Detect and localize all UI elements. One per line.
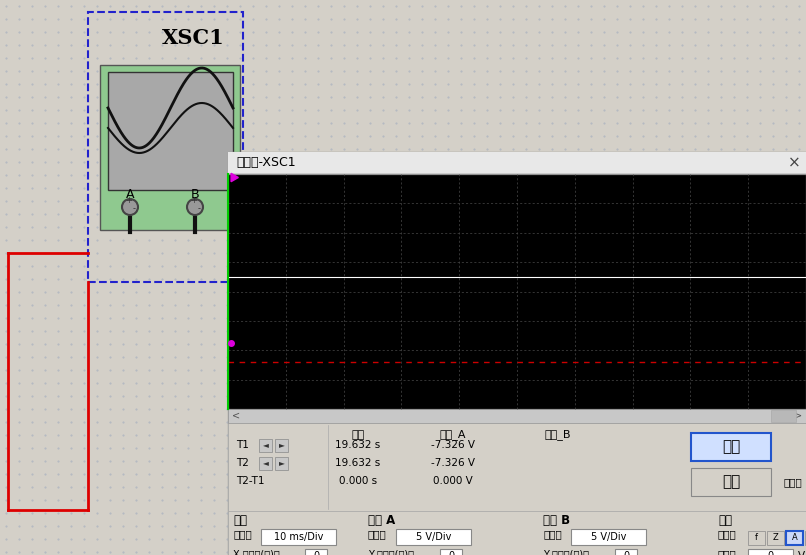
Text: 10 ms/Div: 10 ms/Div — [274, 532, 323, 542]
Text: XSC1: XSC1 — [162, 28, 224, 48]
Bar — [615, 549, 637, 555]
Bar — [275, 457, 288, 470]
Bar — [108, 72, 233, 190]
Bar — [228, 152, 806, 555]
Text: -7.326 V: -7.326 V — [431, 458, 475, 468]
Bar — [88, 12, 243, 282]
Text: ×: × — [787, 155, 800, 170]
Text: 保存: 保存 — [722, 475, 740, 490]
Text: 水平：: 水平： — [718, 549, 737, 555]
Text: A: A — [791, 532, 797, 542]
Text: 反向: 反向 — [722, 440, 740, 455]
Text: +: + — [190, 196, 197, 205]
Bar — [691, 468, 771, 496]
Text: ◄: ◄ — [263, 441, 269, 450]
Bar — [100, 65, 240, 230]
Bar — [691, 433, 771, 461]
Text: 边沿：: 边沿： — [718, 529, 737, 539]
Bar — [305, 549, 327, 555]
Text: Z: Z — [773, 532, 779, 542]
Text: >: > — [794, 411, 802, 421]
Text: 刻度：: 刻度： — [543, 529, 562, 539]
Text: 通道_A: 通道_A — [440, 430, 466, 441]
Bar — [771, 410, 796, 422]
Bar — [748, 549, 793, 555]
Text: B: B — [191, 188, 199, 200]
Text: f: f — [755, 532, 758, 542]
Bar — [228, 152, 806, 174]
Text: Y 轴位移(格)：: Y 轴位移(格)： — [543, 549, 589, 555]
Text: 通道_B: 通道_B — [545, 430, 571, 441]
Bar — [259, 457, 272, 470]
Text: 0: 0 — [448, 551, 454, 555]
Text: 通道 A: 通道 A — [368, 514, 395, 527]
Bar — [228, 174, 806, 409]
Bar — [228, 423, 806, 511]
Text: 5 V/Div: 5 V/Div — [591, 532, 626, 542]
Text: ◄: ◄ — [263, 458, 269, 467]
Text: 刻度：: 刻度： — [368, 529, 387, 539]
Text: 0: 0 — [623, 551, 629, 555]
Text: 时间: 时间 — [351, 430, 364, 440]
Text: +: + — [125, 196, 132, 205]
Text: ►: ► — [279, 441, 285, 450]
Text: T1: T1 — [236, 440, 249, 450]
Text: 5 V/Div: 5 V/Div — [416, 532, 451, 542]
Text: 外触发: 外触发 — [784, 477, 803, 487]
Text: 通道 B: 通道 B — [543, 514, 570, 527]
Bar — [228, 409, 806, 423]
Bar — [440, 549, 462, 555]
Text: V: V — [798, 551, 805, 555]
Circle shape — [122, 199, 138, 215]
Text: -: - — [133, 204, 136, 213]
Bar — [805, 531, 806, 545]
Text: 0.000 s: 0.000 s — [339, 476, 377, 486]
Text: Y 轴位移(格)：: Y 轴位移(格)： — [368, 549, 414, 555]
Text: T2: T2 — [236, 458, 249, 468]
Bar — [786, 531, 803, 545]
Bar — [748, 531, 765, 545]
Bar — [767, 531, 784, 545]
Bar — [275, 439, 288, 452]
Text: -7.326 V: -7.326 V — [431, 440, 475, 450]
Text: ►: ► — [279, 458, 285, 467]
Text: 0.000 V: 0.000 V — [433, 476, 473, 486]
Bar — [261, 529, 336, 545]
Text: 时基: 时基 — [233, 514, 247, 527]
Text: X 轴位移(格)：: X 轴位移(格)： — [233, 549, 280, 555]
Text: 0: 0 — [767, 551, 774, 555]
Bar — [259, 439, 272, 452]
Text: A: A — [126, 188, 135, 200]
Text: 19.632 s: 19.632 s — [335, 440, 380, 450]
Text: T2-T1: T2-T1 — [236, 476, 264, 486]
Text: 标度：: 标度： — [233, 529, 251, 539]
Bar — [228, 511, 806, 555]
Circle shape — [187, 199, 203, 215]
Bar — [571, 529, 646, 545]
Text: -: - — [198, 204, 201, 213]
Text: 触发: 触发 — [718, 514, 732, 527]
Bar — [396, 529, 471, 545]
Text: 19.632 s: 19.632 s — [335, 458, 380, 468]
Text: 示波器-XSC1: 示波器-XSC1 — [236, 157, 296, 169]
Text: 0: 0 — [313, 551, 319, 555]
Text: <: < — [232, 411, 240, 421]
